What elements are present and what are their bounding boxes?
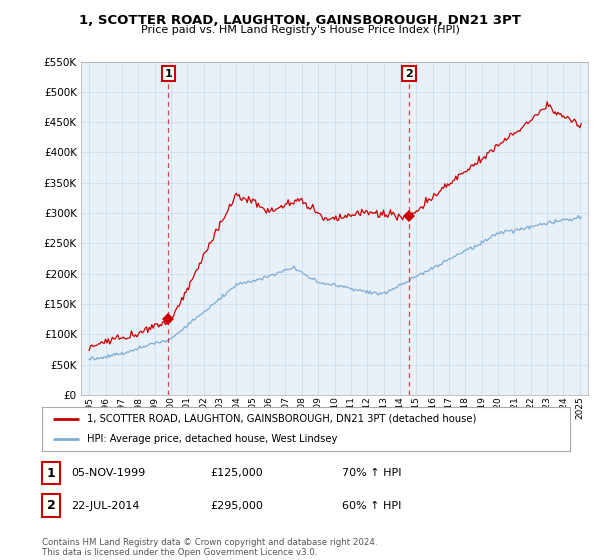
Text: 1, SCOTTER ROAD, LAUGHTON, GAINSBOROUGH, DN21 3PT (detached house): 1, SCOTTER ROAD, LAUGHTON, GAINSBOROUGH,… (87, 414, 476, 424)
Text: 1: 1 (47, 466, 55, 480)
Text: £295,000: £295,000 (210, 501, 263, 511)
Text: 1, SCOTTER ROAD, LAUGHTON, GAINSBOROUGH, DN21 3PT: 1, SCOTTER ROAD, LAUGHTON, GAINSBOROUGH,… (79, 14, 521, 27)
Text: 22-JUL-2014: 22-JUL-2014 (71, 501, 139, 511)
Text: 1: 1 (164, 69, 172, 79)
Text: £125,000: £125,000 (210, 468, 263, 478)
Text: 2: 2 (405, 69, 413, 79)
Text: 05-NOV-1999: 05-NOV-1999 (71, 468, 145, 478)
Text: HPI: Average price, detached house, West Lindsey: HPI: Average price, detached house, West… (87, 434, 337, 444)
Text: Price paid vs. HM Land Registry's House Price Index (HPI): Price paid vs. HM Land Registry's House … (140, 25, 460, 35)
Text: 2: 2 (47, 499, 55, 512)
Text: Contains HM Land Registry data © Crown copyright and database right 2024.
This d: Contains HM Land Registry data © Crown c… (42, 538, 377, 557)
Text: 60% ↑ HPI: 60% ↑ HPI (342, 501, 401, 511)
Text: 70% ↑ HPI: 70% ↑ HPI (342, 468, 401, 478)
